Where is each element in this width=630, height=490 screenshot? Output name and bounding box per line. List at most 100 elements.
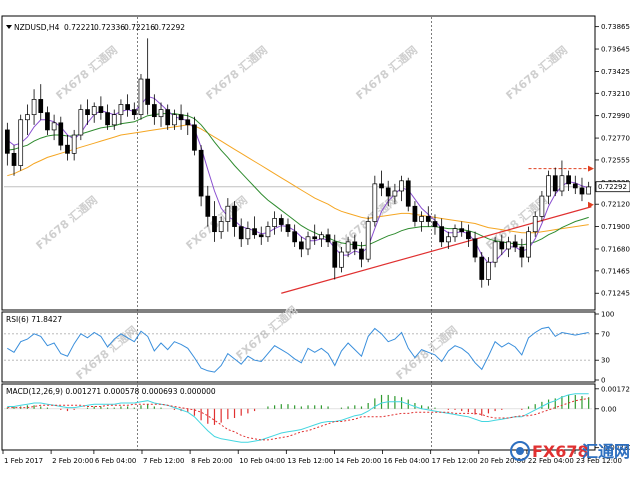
ohlc-high: 0.72336 (94, 23, 125, 32)
candle-body (218, 221, 224, 233)
macd-line (7, 393, 589, 443)
candle-body (512, 241, 518, 248)
fx678-logo: FX678 汇通网 (510, 441, 630, 461)
ma-green-line (7, 113, 589, 247)
logo-dot-icon (516, 447, 524, 455)
candle-body (292, 231, 298, 243)
macd-tick-label: -0.003372 (601, 444, 630, 452)
candle-body (172, 114, 177, 126)
candle-body (412, 205, 418, 222)
candle-body (272, 218, 277, 227)
candle-body (332, 241, 338, 268)
macd-panel (1, 383, 596, 451)
current-price-box (595, 181, 630, 193)
macd-title: MACD(12,26,9) 0.001271 0.000578 0.000693… (6, 387, 216, 396)
price-y-ticks: 0.73865 0.73645 0.73425 0.73210 0.72990 0.727… (595, 23, 630, 298)
candle-body (298, 241, 304, 250)
x-tick-label: 23 Feb 12:00 (576, 457, 622, 465)
watermarks: FX678 汇通网 FX678 汇通网 FX678 汇通网 FX678 汇通网 FX67… (34, 44, 570, 383)
price-tick-label: 0.71900 (601, 223, 630, 231)
candle-body (506, 241, 511, 250)
candle-body (572, 183, 578, 189)
candle-body (178, 114, 184, 121)
candle-body (51, 122, 57, 131)
x-tick-label: 22 Feb 04:00 (528, 457, 574, 465)
candle-body (486, 261, 491, 280)
candle-body (91, 106, 97, 116)
candle-body (546, 175, 551, 197)
candle-body (479, 256, 485, 280)
price-tick-label: 0.73210 (601, 90, 630, 98)
candle-body (145, 78, 151, 105)
rsi-panel (1, 311, 596, 383)
candle-body (205, 195, 211, 217)
rsi-tick-label: 0 (601, 377, 605, 385)
ma-purple-line (6, 95, 589, 264)
candle-body (526, 231, 531, 258)
price-tick-label: 0.73865 (601, 23, 630, 31)
macd-tick-label: 0.001729 (601, 385, 630, 393)
candle-body (105, 112, 110, 126)
watermark-text: FX678 汇通网 (54, 44, 120, 103)
candle-body (85, 109, 90, 116)
candles (4, 38, 592, 288)
candle-body (111, 114, 117, 126)
candle-body (4, 129, 10, 154)
candle-body (198, 149, 204, 197)
candle-body (312, 236, 318, 240)
price-tick-label: 0.72770 (601, 135, 630, 143)
signal-line (7, 397, 589, 441)
candle-body (499, 241, 505, 250)
rsi-tick-label: 70 (601, 330, 610, 338)
candle-body (11, 152, 17, 166)
x-tick-label: 10 Feb 04:00 (239, 457, 285, 465)
candle-body (45, 112, 50, 131)
candle-body (359, 248, 364, 260)
arrow-level-head (588, 165, 594, 172)
candle-body (138, 78, 144, 116)
x-tick-label: 13 Feb 12:00 (287, 457, 333, 465)
candle-body (58, 122, 64, 146)
candle-body (118, 104, 124, 116)
triangle-down-icon (6, 25, 12, 29)
candle-body (419, 216, 424, 222)
x-tick-label: 1 Feb 2017 (4, 457, 43, 465)
candle-body (532, 216, 538, 233)
ohlc-low: 0.72216 (124, 23, 155, 32)
candle-body (405, 180, 411, 207)
watermark-text: FX678 汇通网 (34, 194, 100, 253)
candle-body (305, 236, 311, 250)
ma-orange-line (7, 124, 589, 234)
red-trendline (281, 206, 592, 294)
candle-body (71, 134, 77, 154)
price-tick-label: 0.73645 (601, 46, 630, 54)
candle-body (452, 228, 458, 238)
x-tick-label: 6 Feb 04:00 (95, 457, 136, 465)
candle-body (432, 221, 438, 227)
candle-body (459, 228, 465, 233)
rsi-tick-label: 100 (601, 311, 614, 319)
candle-body (258, 234, 264, 238)
candle-body (151, 104, 157, 118)
candle-body (539, 195, 545, 217)
candle-body (98, 106, 104, 113)
candle-body (439, 226, 445, 243)
candle-body (445, 236, 451, 243)
candle-body (225, 205, 231, 222)
current-price-label: 0.72292 (598, 183, 627, 191)
candle-body (492, 241, 498, 263)
watermark-text: FX678 汇通网 (394, 324, 460, 383)
candle-body (38, 99, 44, 113)
watermark-text: FX678 汇通网 (504, 44, 570, 103)
symbol-title: NZDUSD,H4 (14, 23, 60, 32)
watermark-text: FX678 汇通网 (204, 44, 270, 103)
candle-body (165, 109, 171, 126)
brand-cn: 汇通网 (582, 442, 630, 461)
candle-body (25, 114, 30, 121)
rsi-line (7, 326, 589, 373)
candle-body (238, 226, 244, 240)
logo-circle-icon (510, 441, 530, 461)
rsi-tick-label: 30 (601, 357, 610, 365)
candle-body (265, 226, 271, 238)
